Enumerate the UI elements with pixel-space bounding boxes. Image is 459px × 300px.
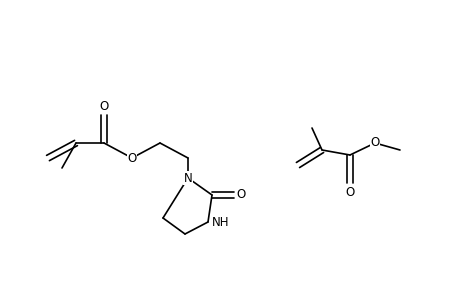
Text: O: O xyxy=(127,152,136,164)
Text: N: N xyxy=(183,172,192,184)
Text: O: O xyxy=(345,186,354,199)
Text: O: O xyxy=(369,136,379,149)
Text: NH: NH xyxy=(212,215,229,229)
Text: O: O xyxy=(99,100,108,113)
Text: O: O xyxy=(235,188,245,202)
